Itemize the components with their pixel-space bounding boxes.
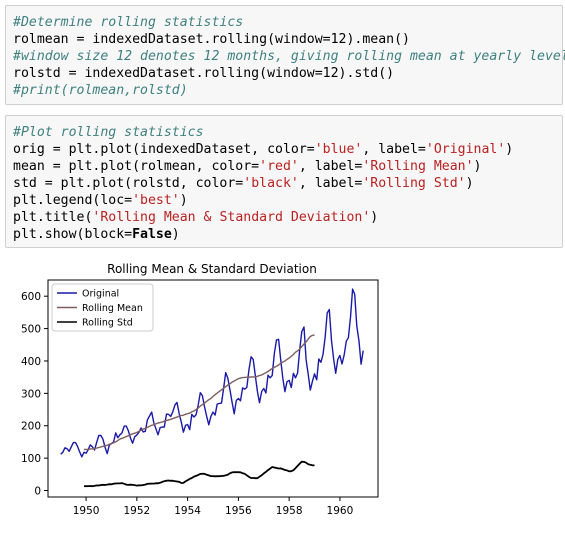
- code-line: plt.title('Rolling Mean & Standard Devia…: [13, 209, 513, 226]
- code-token: 'Rolling Mean & Standard Deviation': [92, 210, 371, 225]
- y-tick-label: 500: [21, 324, 41, 336]
- code-token: ): [465, 176, 474, 191]
- code-cell-1[interactable]: #Determine rolling statistics rolmean = i…: [5, 5, 565, 105]
- code-token: rolstd = indexedDataset.rolling(window=1…: [13, 66, 395, 81]
- x-tick-label: 1950: [73, 505, 100, 517]
- code-token: #window size 12 denotes 12 months, givin…: [13, 49, 565, 64]
- code-token: ): [370, 210, 379, 225]
- x-tick-label: 1956: [225, 505, 252, 517]
- plot-area: [47, 279, 379, 498]
- code-line: mean = plt.plot(rolmean, color='red', la…: [13, 158, 513, 175]
- code-token: plt.legend(loc=: [13, 193, 133, 208]
- code-editor-1[interactable]: #Determine rolling statistics rolmean = i…: [13, 14, 565, 99]
- code-token: ): [473, 159, 482, 174]
- code-token: ): [505, 142, 514, 157]
- code-cell-2[interactable]: #Plot rolling statistics orig = plt.plot(…: [5, 115, 563, 248]
- code-token: ): [171, 227, 180, 242]
- legend: Original Rolling Mean Rolling Std: [51, 283, 154, 332]
- code-token: 'Rolling Mean': [362, 159, 474, 174]
- series-line-2: [83, 334, 315, 451]
- y-tick-label: 300: [21, 388, 41, 400]
- legend-label: Rolling Std: [82, 318, 133, 329]
- code-line: #Plot rolling statistics: [13, 124, 513, 141]
- x-tick-label: 1958: [276, 505, 303, 517]
- code-line: rolmean = indexedDataset.rolling(window=…: [13, 31, 565, 48]
- code-line: std = plt.plot(rolstd, color='black', la…: [13, 175, 513, 192]
- code-line: plt.legend(loc='best'): [13, 192, 513, 209]
- cell-output: Rolling Mean & Standard Deviation 0 100 20…: [0, 258, 565, 530]
- code-token: std = plt.plot(rolstd, color=: [13, 176, 244, 191]
- code-token: 'Original': [425, 142, 506, 157]
- x-tick-label: 1960: [327, 505, 354, 517]
- code-line: #window size 12 denotes 12 months, givin…: [13, 48, 565, 65]
- line-chart: Rolling Mean & Standard Deviation 0 100 20…: [21, 262, 379, 517]
- y-tick-label: 400: [21, 356, 41, 368]
- code-token: plt.title(: [13, 210, 93, 225]
- code-token: , label=: [298, 159, 363, 174]
- code-token: rolmean = indexedDataset.rolling(window=…: [13, 32, 410, 47]
- code-editor-2[interactable]: #Plot rolling statistics orig = plt.plot(…: [13, 124, 513, 243]
- y-tick-label: 100: [21, 453, 41, 465]
- y-tick-label: 0: [34, 486, 41, 498]
- y-tick-label: 600: [21, 291, 41, 303]
- code-token: 'blue': [314, 142, 363, 157]
- code-token: mean = plt.plot(rolmean, color=: [13, 159, 260, 174]
- code-line: #Determine rolling statistics: [13, 14, 565, 31]
- legend-label: Rolling Mean: [82, 303, 143, 314]
- code-token: 'red': [259, 159, 299, 174]
- code-line: #print(rolmean,rolstd): [13, 82, 565, 99]
- chart-title: Rolling Mean & Standard Deviation: [107, 262, 317, 276]
- code-token: , label=: [298, 176, 363, 191]
- code-token: , label=: [362, 142, 426, 157]
- y-tick-label: 200: [21, 421, 41, 433]
- code-token: 'best': [132, 193, 180, 208]
- code-token: plt.show(block=: [13, 227, 133, 242]
- series-line-3: [83, 460, 315, 488]
- code-token: #print(rolmean,rolstd): [13, 83, 188, 98]
- code-token: False: [132, 227, 172, 242]
- code-token: ): [179, 193, 188, 208]
- legend-box: [51, 283, 154, 332]
- code-line: plt.show(block=False): [13, 226, 513, 243]
- legend-label: Original: [82, 289, 119, 300]
- code-line: rolstd = indexedDataset.rolling(window=1…: [13, 65, 565, 82]
- code-token: 'Rolling Std': [362, 176, 466, 191]
- code-token: 'black': [243, 176, 299, 191]
- x-tick-label: 1954: [174, 505, 201, 517]
- code-token: #Determine rolling statistics: [13, 15, 244, 30]
- code-line: orig = plt.plot(indexedDataset, color='b…: [13, 141, 513, 158]
- code-token: #Plot rolling statistics: [13, 125, 204, 140]
- code-token: orig = plt.plot(indexedDataset, color=: [13, 142, 315, 157]
- x-tick-label: 1952: [123, 505, 150, 517]
